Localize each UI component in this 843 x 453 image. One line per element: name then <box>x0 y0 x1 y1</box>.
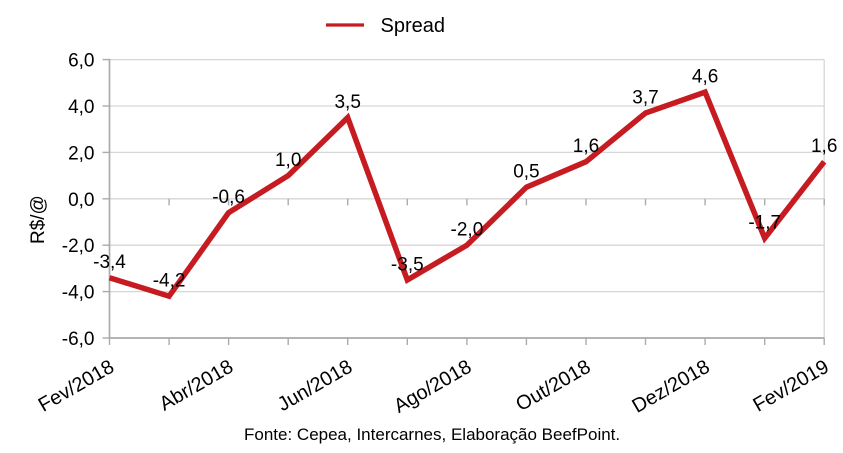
svg-text:-1,7: -1,7 <box>748 213 781 234</box>
svg-text:3,5: 3,5 <box>334 92 360 113</box>
svg-text:-6,0: -6,0 <box>62 329 95 350</box>
svg-text:Spread: Spread <box>381 15 446 37</box>
svg-text:-4,0: -4,0 <box>62 283 95 304</box>
svg-text:-3,4: -3,4 <box>93 252 126 273</box>
svg-text:2,0: 2,0 <box>68 143 94 164</box>
svg-text:-4,2: -4,2 <box>153 271 186 292</box>
svg-text:0,5: 0,5 <box>513 162 539 183</box>
svg-text:6,0: 6,0 <box>68 51 94 72</box>
svg-text:-2,0: -2,0 <box>451 220 484 241</box>
svg-text:4,0: 4,0 <box>68 97 94 118</box>
svg-text:Fonte: Cepea, Intercarnes, Ela: Fonte: Cepea, Intercarnes, Elaboração Be… <box>244 425 620 444</box>
svg-text:1,6: 1,6 <box>811 136 837 157</box>
svg-text:-2,0: -2,0 <box>62 236 95 257</box>
svg-text:-0,6: -0,6 <box>212 187 245 208</box>
svg-text:1,6: 1,6 <box>573 136 599 157</box>
svg-text:-3,5: -3,5 <box>391 255 424 276</box>
svg-text:1,0: 1,0 <box>275 150 301 171</box>
svg-text:4,6: 4,6 <box>692 67 718 88</box>
svg-text:R$/@: R$/@ <box>28 195 49 244</box>
svg-text:0,0: 0,0 <box>68 190 94 211</box>
svg-text:3,7: 3,7 <box>632 88 658 109</box>
